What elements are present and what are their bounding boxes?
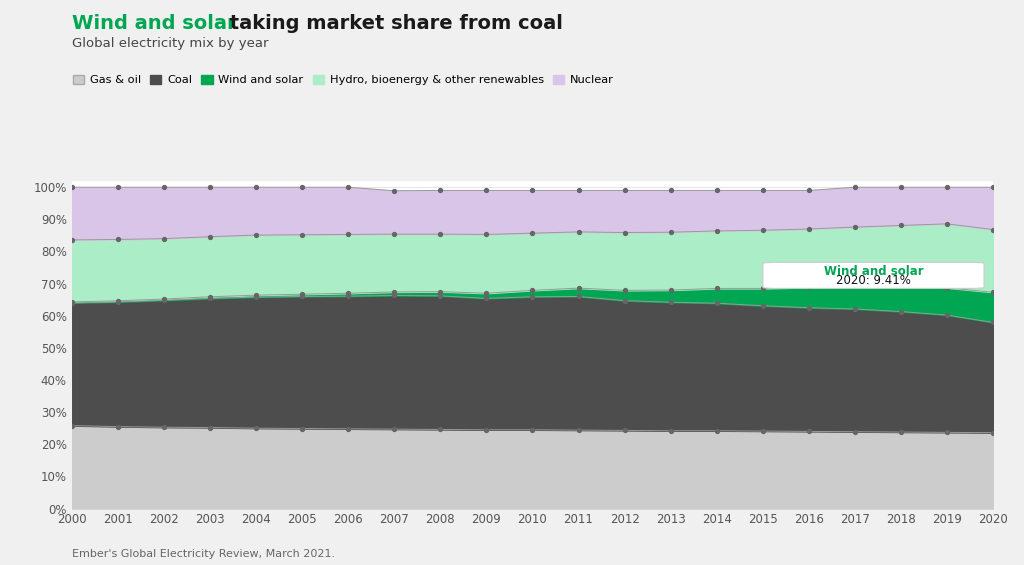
Text: 2020: 9.41%: 2020: 9.41% bbox=[836, 274, 911, 287]
Text: Wind and solar: Wind and solar bbox=[823, 264, 924, 277]
Text: Ember's Global Electricity Review, March 2021.: Ember's Global Electricity Review, March… bbox=[72, 549, 335, 559]
Legend: Gas & oil, Coal, Wind and solar, Hydro, bioenergy & other renewables, Nuclear: Gas & oil, Coal, Wind and solar, Hydro, … bbox=[69, 70, 618, 90]
Text: Global electricity mix by year: Global electricity mix by year bbox=[72, 37, 268, 50]
Text: Wind and solar: Wind and solar bbox=[72, 14, 237, 33]
Text: taking market share from coal: taking market share from coal bbox=[223, 14, 563, 33]
FancyBboxPatch shape bbox=[763, 262, 984, 288]
